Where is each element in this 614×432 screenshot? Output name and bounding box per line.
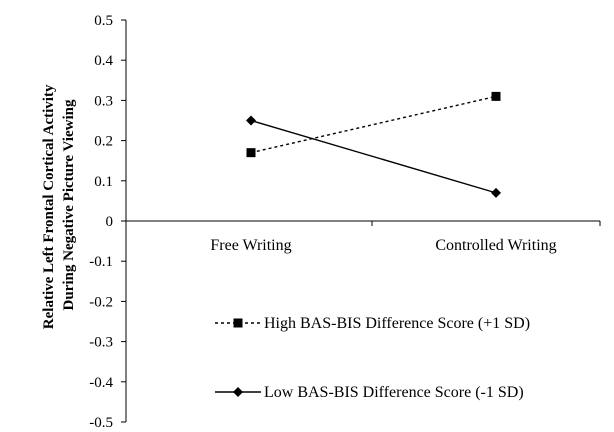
legend-marker [233, 318, 243, 328]
legend: High BAS-BIS Difference Score (+1 SD) Low… [215, 315, 530, 401]
y-tick-label: 0.3 [94, 93, 113, 109]
y-tick-label: 0.5 [94, 13, 113, 29]
y-tick-label: 0.1 [94, 174, 113, 190]
y-tick-label: 0.2 [94, 134, 113, 150]
axes: Free Writing Controlled Writing [125, 20, 601, 422]
legend-label: Low BAS-BIS Difference Score (-1 SD) [264, 384, 524, 401]
series [246, 91, 501, 198]
y-ticks: 0.5 0.4 0.3 0.2 0.1 0 -0.1 -0.2 -0.3 -0.4 -0.5 [89, 13, 126, 431]
legend-label: High BAS-BIS Difference Score (+1 SD) [264, 315, 530, 332]
x-category-label: Controlled Writing [435, 237, 556, 254]
y-tick-label: 0.4 [94, 53, 113, 69]
data-point-low [246, 115, 256, 126]
y-tick-label: -0.5 [89, 415, 113, 431]
series-line-high [250, 95, 497, 154]
series-line-low [250, 119, 497, 194]
y-axis-label-line-2: During Negative Picture Viewing [61, 99, 77, 310]
y-tick-label: -0.1 [89, 254, 113, 270]
legend-marker [233, 387, 243, 397]
y-tick-label: -0.4 [89, 375, 113, 391]
x-category-label: Free Writing [210, 237, 291, 254]
y-tick-label: -0.2 [89, 294, 113, 310]
data-point-high [491, 91, 501, 101]
y-axis-label: Relative Left Frontal Cortical Activity … [41, 81, 77, 329]
data-point-low [491, 187, 501, 198]
y-axis-label-line-1: Relative Left Frontal Cortical Activity [41, 84, 57, 329]
y-tick-label: -0.3 [89, 335, 113, 351]
data-point-high [246, 148, 256, 158]
y-tick-label: 0 [106, 214, 114, 230]
